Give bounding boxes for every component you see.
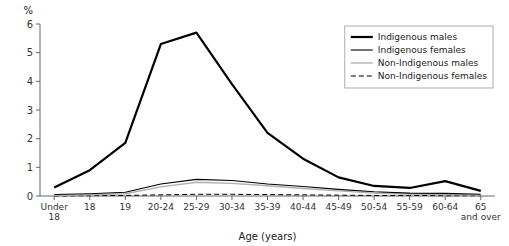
legend-label: Non-Indigenous females (378, 71, 488, 81)
chart: 0 1 2 3 4 5 6 Under18 18 19 20-24 25-29 30-34 35-39 40… (0, 0, 509, 246)
x-tick-label: 65and over (461, 202, 501, 222)
x-tick-label: 19 (120, 202, 132, 212)
legend-label: Indigenous females (378, 45, 466, 55)
x-axis-label: Age (years) (239, 231, 297, 242)
y-tick-label: 5 (27, 47, 33, 58)
x-tick-label: 30-34 (219, 202, 245, 212)
x-tick-label: 18 (84, 202, 96, 212)
y-tick-label: 0 (27, 191, 33, 202)
x-tick-label: 50-54 (361, 202, 387, 212)
legend-swatch (351, 36, 373, 38)
legend-label: Indigenous males (378, 32, 458, 42)
x-tick-label: 25-29 (183, 202, 209, 212)
legend: Indigenous males Indigenous females Non-In… (345, 26, 493, 88)
x-tick (160, 196, 161, 200)
y-tick-label: 6 (27, 19, 33, 30)
y-tick-label: 3 (27, 105, 33, 116)
x-tick (231, 196, 232, 200)
y-tick (36, 110, 40, 111)
x-tick-label: Under18 (41, 202, 69, 222)
x-tick (409, 196, 410, 200)
x-tick (125, 196, 126, 200)
x-tick-label: 40-44 (290, 202, 316, 212)
y-tick-label: 2 (27, 133, 33, 144)
legend-label: Non-Indigenous males (378, 58, 479, 68)
y-tick-label: 4 (27, 76, 33, 87)
legend-swatch (351, 62, 373, 63)
legend-swatch (351, 49, 373, 50)
y-tick (36, 196, 40, 197)
x-tick (54, 196, 55, 200)
x-tick (338, 196, 339, 200)
x-tick-label: 35-39 (254, 202, 280, 212)
x-tick (89, 196, 90, 200)
x-tick (374, 196, 375, 200)
x-tick (303, 196, 304, 200)
y-tick (36, 52, 40, 53)
y-axis-label: % (23, 5, 33, 16)
x-tick-label: 55-59 (397, 202, 423, 212)
x-tick (267, 196, 268, 200)
y-tick-label: 1 (27, 162, 33, 173)
x-tick-label: 45-49 (326, 202, 352, 212)
legend-frame (345, 26, 493, 88)
x-tick (196, 196, 197, 200)
y-tick (36, 138, 40, 139)
y-tick (36, 167, 40, 168)
y-tick (36, 24, 40, 25)
y-tick (36, 81, 40, 82)
x-tick-label: 20-24 (148, 202, 174, 212)
axes: 0 1 2 3 4 5 6 Under18 18 19 20-24 25-29 30-34 35-39 40… (27, 19, 501, 223)
legend-swatch (351, 76, 373, 77)
x-tick (445, 196, 446, 200)
x-tick (480, 196, 481, 200)
x-tick-label: 60-64 (432, 202, 458, 212)
